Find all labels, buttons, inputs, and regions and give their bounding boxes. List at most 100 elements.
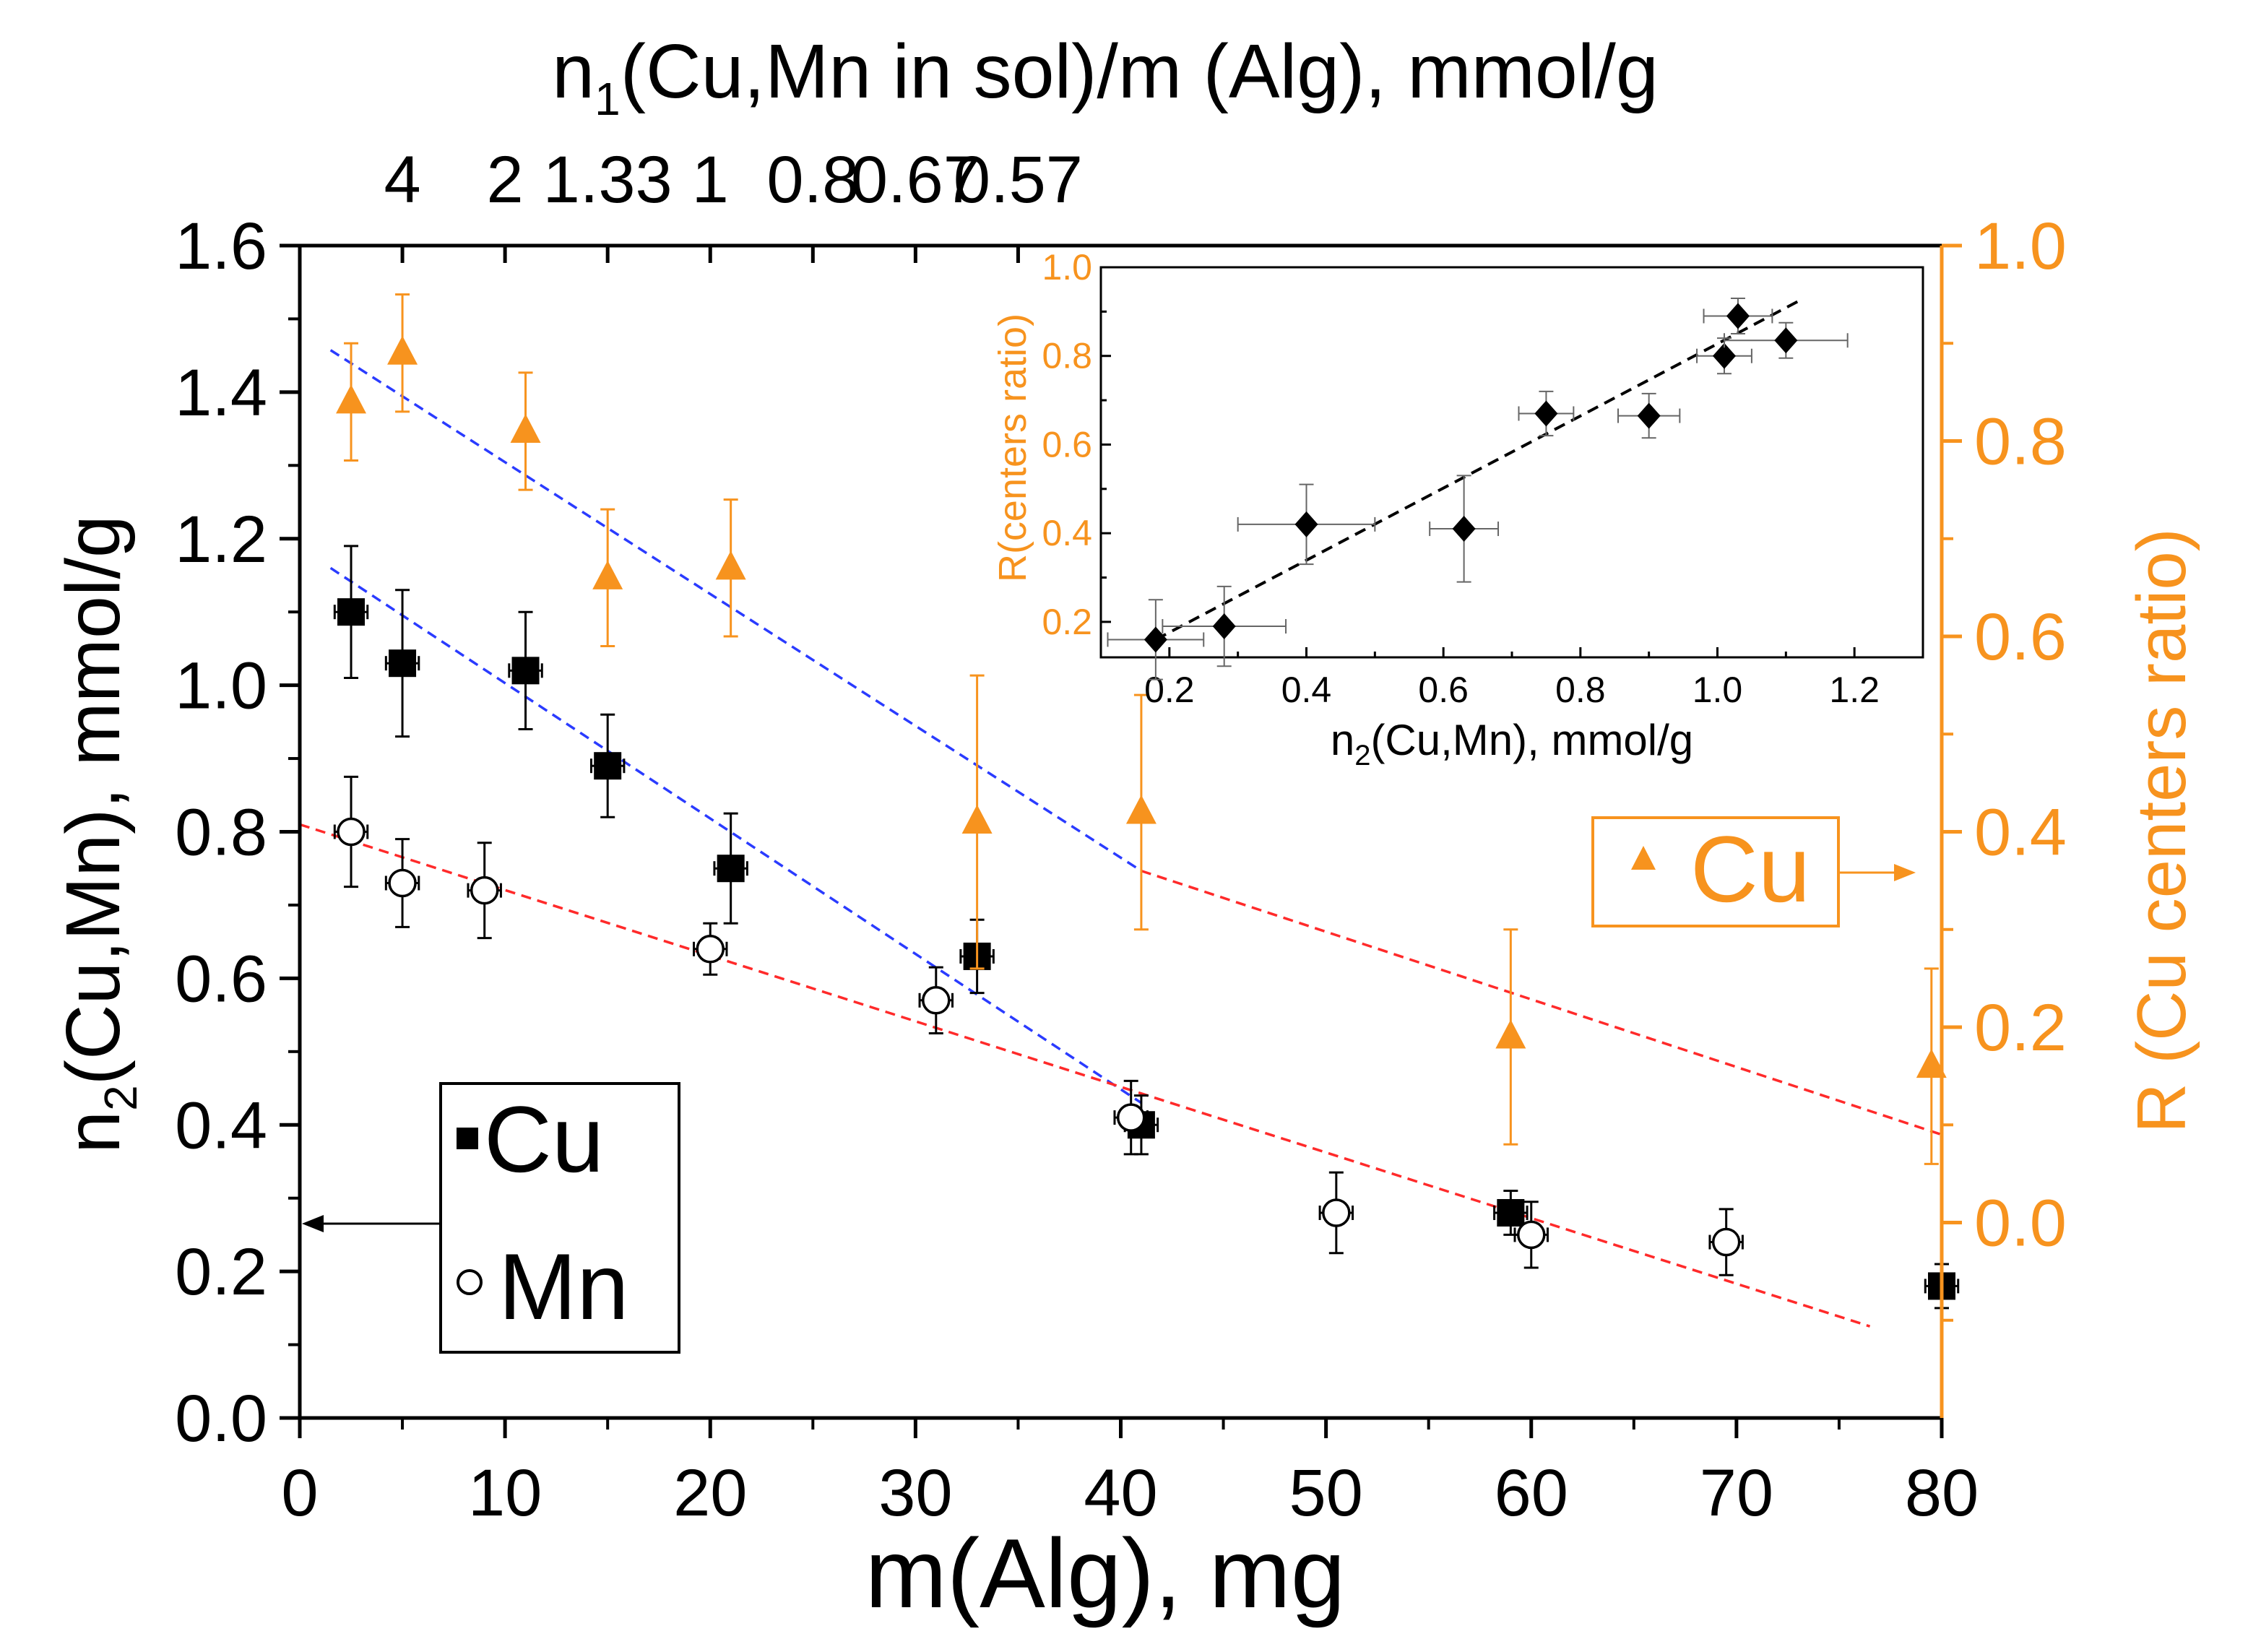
main-plot: 0 10 20 30 40 50 60 70 80 0.0 0.2 0.4 0.6 0.8 1.0 1.2 1.… [51, 29, 2200, 1628]
inset-x-tick-label-0.8: 0.8 [1555, 670, 1606, 710]
cu-point [594, 752, 622, 780]
legend-cu-label: Cu [484, 1086, 604, 1192]
series-mn [333, 775, 1744, 1276]
legend-mn-label: Mn [498, 1234, 629, 1339]
mn-point [388, 868, 417, 898]
top-axis-label-sub: 1 [595, 73, 621, 125]
ratio-point [592, 560, 623, 589]
inset-plot: 0.2 0.4 0.6 0.8 1.0 1.2 0.2 0.4 0.6 0.8 1.0 n2(Cu,… [991, 247, 1924, 771]
right-y-axis-label: R (Cu centers ratio) [2123, 528, 2200, 1133]
mn-point [337, 817, 366, 847]
top-axis-label-pre: n [552, 29, 595, 114]
y-tick-label-0.6: 0.6 [175, 942, 267, 1016]
y-axis-label-post: (Cu,Mn), mmol/g [51, 515, 136, 1085]
x-tick-label-0: 0 [281, 1456, 318, 1530]
inset-point [1774, 327, 1798, 354]
y-tick-label-1.4: 1.4 [175, 356, 267, 430]
x-tick-label-70: 70 [1700, 1456, 1773, 1530]
mn-point [470, 875, 499, 905]
inset-x-tick-label-0.2: 0.2 [1144, 670, 1195, 710]
legend-right: Cu [1591, 816, 1916, 927]
right-y-tick-label-0.2: 0.2 [1974, 991, 2067, 1065]
inset-contents: 0.2 0.4 0.6 0.8 1.0 1.2 0.2 0.4 0.6 0.8 1.0 [1042, 247, 1879, 710]
legend-cu-marker [457, 1128, 478, 1149]
inset-y-tick-label-0.8: 0.8 [1042, 336, 1092, 376]
legend-left: Cu Mn [302, 1082, 680, 1354]
top-tick-label-4: 4 [384, 143, 420, 217]
inset-x-tick-label-0.6: 0.6 [1418, 670, 1469, 710]
fit-ratio-a [329, 349, 1142, 873]
inset-point [1637, 402, 1661, 429]
right-y-tick-label-0.0: 0.0 [1974, 1187, 2067, 1260]
inset-point [1712, 342, 1736, 369]
inset-x-axis-label-post: (Cu,Mn), mmol/g [1370, 716, 1693, 764]
inset-fit-line [1154, 299, 1801, 641]
top-tick-label-1: 1 [692, 143, 729, 217]
y-axis-label-sub: 2 [95, 1085, 147, 1111]
inset-x-axis-label-pre: n [1331, 716, 1354, 764]
inset-point [1212, 613, 1236, 640]
top-tick-label-2: 2 [487, 143, 524, 217]
x-tick-label-80: 80 [1905, 1456, 1979, 1530]
legend-right-arrow-head [1894, 864, 1916, 881]
ratio-point [961, 804, 993, 834]
ratio-point [1495, 1019, 1526, 1049]
tick-labels: 0 10 20 30 40 50 60 70 80 0.0 0.2 0.4 0.6 0.8 1.0 1.2 1.… [175, 143, 2067, 1530]
inset-y-tick-label-0.4: 0.4 [1042, 513, 1092, 553]
fit-cu [329, 566, 1142, 1104]
legend-ratio-marker [1631, 846, 1656, 870]
top-axis-label: n1(Cu,Mn in sol)/m (Alg), mmol/g [552, 29, 1659, 125]
axes [280, 243, 1962, 1438]
top-tick-label-0.8: 0.8 [766, 143, 859, 217]
mn-point [1322, 1198, 1351, 1227]
legend-ratio-label: Cu [1690, 816, 1810, 922]
ratio-point [510, 413, 541, 443]
inset-y-tick-label-0.6: 0.6 [1042, 424, 1092, 464]
ratio-point [387, 335, 418, 365]
inset-x-axis-label-sub: 2 [1354, 740, 1370, 771]
inset-x-axis-label: n2(Cu,Mn), mmol/g [1331, 716, 1693, 771]
mn-point [1711, 1227, 1741, 1257]
top-axis-label-post: (Cu,Mn in sol)/m (Alg), mmol/g [621, 29, 1659, 114]
legend-left-box [439, 1082, 680, 1354]
top-tick-label-0.57: 0.57 [954, 143, 1083, 217]
ratio-point [715, 550, 746, 580]
legend-right-box [1591, 816, 1840, 927]
inset-x-tick-label-0.4: 0.4 [1281, 670, 1332, 710]
right-y-tick-label-1.0: 1.0 [1974, 209, 2067, 283]
inset-point [1452, 516, 1476, 542]
x-tick-label-40: 40 [1084, 1456, 1157, 1530]
y-tick-label-1.0: 1.0 [175, 649, 267, 723]
ratio-point [1916, 1049, 1947, 1078]
x-tick-label-60: 60 [1495, 1456, 1568, 1530]
x-tick-label-10: 10 [468, 1456, 542, 1530]
top-tick-label-1.33: 1.33 [543, 143, 673, 217]
inset-y-tick-label-1.0: 1.0 [1042, 247, 1092, 287]
y-axis-label: n2(Cu,Mn), mmol/g [51, 515, 147, 1154]
inset-y-axis-label: R(centers ratio) [991, 313, 1034, 582]
inset-point [1144, 626, 1167, 653]
fit-mn [299, 823, 1871, 1328]
mn-point [696, 935, 725, 964]
inset-x-tick-label-1.0: 1.0 [1693, 670, 1743, 710]
right-y-tick-label-0.4: 0.4 [1974, 796, 2067, 870]
x-tick-label-50: 50 [1289, 1456, 1362, 1530]
y-tick-label-0.8: 0.8 [175, 796, 267, 870]
right-y-tick-label-0.6: 0.6 [1974, 600, 2067, 674]
right-y-tick-label-0.8: 0.8 [1974, 405, 2067, 479]
inset-point [1294, 511, 1318, 537]
mn-point [1517, 1220, 1546, 1250]
x-tick-label-30: 30 [878, 1456, 952, 1530]
y-axis-label-pre: n [51, 1111, 136, 1154]
y-tick-label-1.6: 1.6 [175, 209, 267, 283]
mn-point [1116, 1103, 1146, 1132]
fit-lines [299, 349, 1942, 1328]
x-tick-label-20: 20 [673, 1456, 747, 1530]
inset-x-tick-label-1.2: 1.2 [1829, 670, 1880, 710]
y-tick-label-0.2: 0.2 [175, 1235, 267, 1309]
mn-point [922, 986, 951, 1015]
cu-point [389, 649, 417, 678]
cu-point [337, 598, 366, 626]
x-axis-label: m(Alg), mg [865, 1518, 1346, 1628]
